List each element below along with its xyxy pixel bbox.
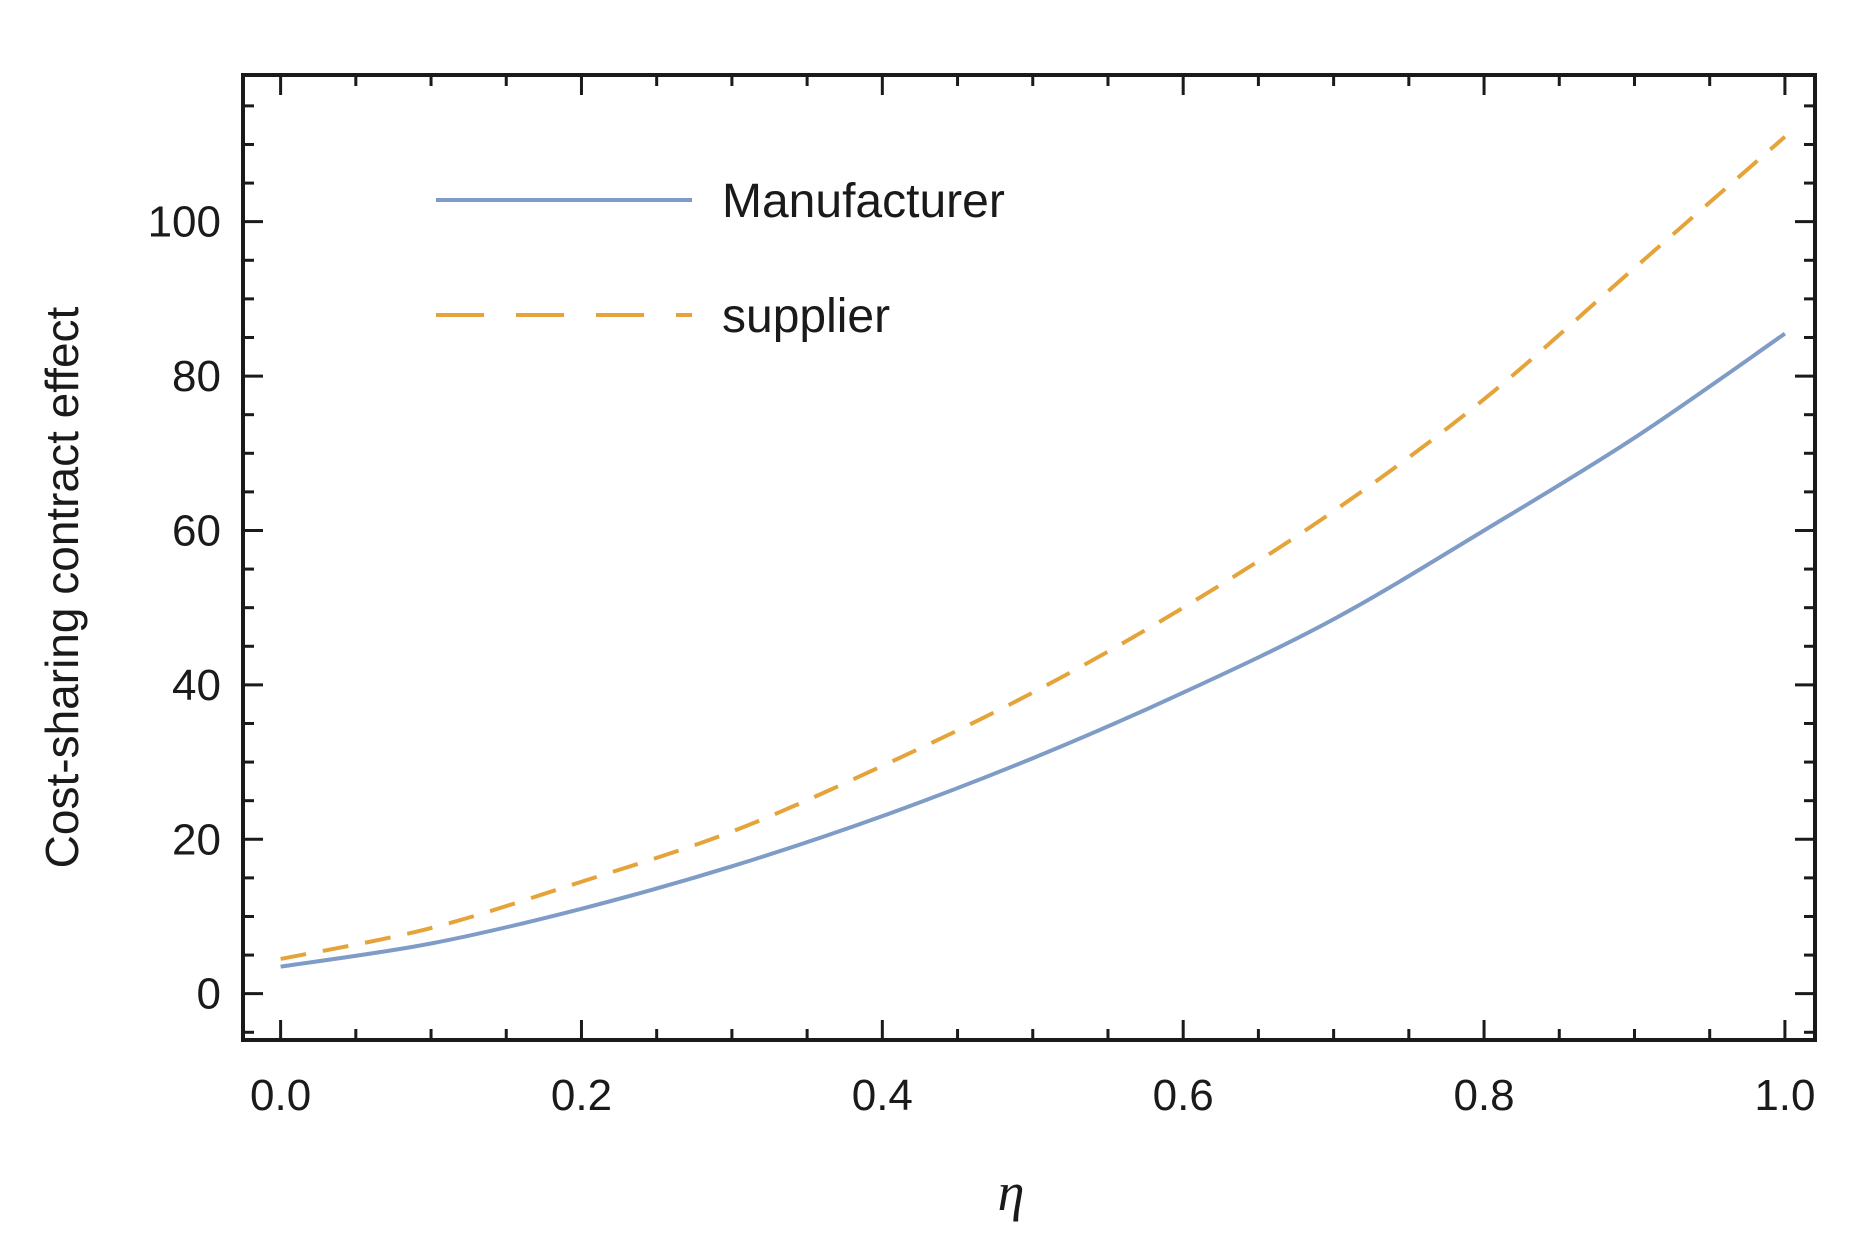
x-tick-label: 0.2 xyxy=(551,1071,612,1120)
legend-label-supplier: supplier xyxy=(722,290,890,343)
x-tick-label: 0.0 xyxy=(250,1071,311,1120)
y-tick-label: 0 xyxy=(197,970,221,1019)
y-tick-label: 20 xyxy=(172,815,221,864)
tick-label-layer: 0.0 0.2 0.4 0.6 0.8 1.0 0 20 40 60 80 100 xyxy=(148,198,1816,1120)
y-tick-label: 100 xyxy=(148,198,221,247)
y-axis-title: Cost-sharing contract effect xyxy=(36,306,88,868)
x-tick-label: 0.6 xyxy=(1153,1071,1214,1120)
y-tick-label: 80 xyxy=(172,352,221,401)
x-axis-title: η xyxy=(998,1162,1025,1222)
x-tick-label: 0.4 xyxy=(852,1071,913,1120)
plot-frame xyxy=(241,73,1817,1042)
x-tick-label: 1.0 xyxy=(1754,1071,1815,1120)
y-tick-label: 60 xyxy=(172,506,221,555)
legend: Manufacturer supplier xyxy=(436,175,1005,343)
series-layer xyxy=(280,135,1787,969)
series-line-supplier xyxy=(280,135,1787,961)
series-line-manufacturer xyxy=(280,331,1787,969)
legend-label-manufacturer: Manufacturer xyxy=(722,175,1005,228)
ticks-layer xyxy=(243,75,1815,1040)
y-tick-label: 40 xyxy=(172,661,221,710)
x-tick-label: 0.8 xyxy=(1453,1071,1514,1120)
